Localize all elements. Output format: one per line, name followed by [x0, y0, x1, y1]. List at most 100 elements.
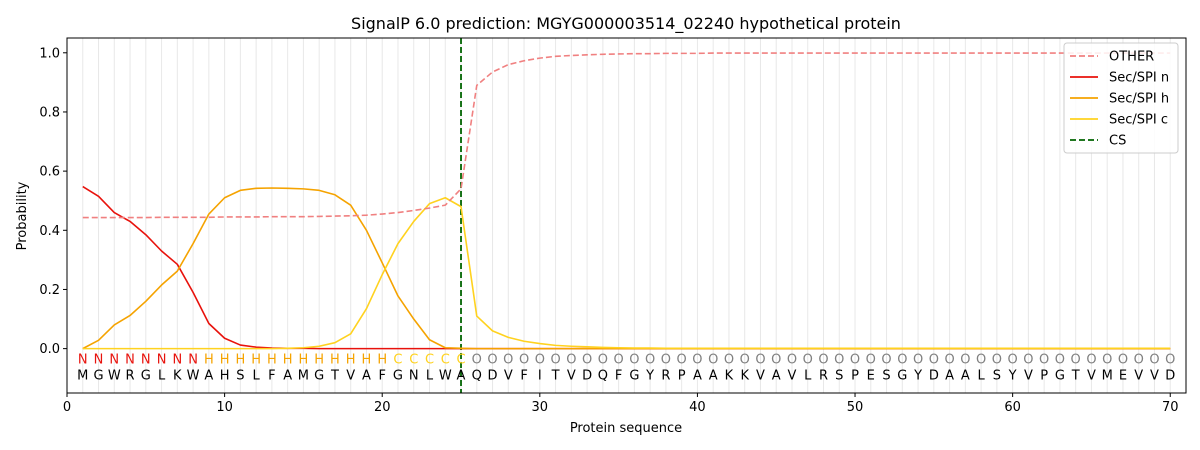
residue-letter-19: A: [362, 369, 371, 384]
residue-letter-3: W: [108, 369, 121, 384]
annotation-letter-50: O: [850, 352, 860, 367]
residue-letter-10: H: [220, 369, 230, 384]
residue-letter-68: V: [1134, 369, 1143, 384]
annotation-letter-34: O: [598, 352, 608, 367]
residue-letter-11: S: [236, 369, 244, 384]
residue-letter-65: V: [1087, 369, 1096, 384]
annotation-letter-63: O: [1055, 352, 1065, 367]
annotation-letter-59: O: [992, 352, 1002, 367]
annotation-letter-19: H: [362, 352, 372, 367]
residue-letter-55: D: [929, 369, 939, 384]
annotation-letter-42: O: [724, 352, 734, 367]
annotation-letter-67: O: [1118, 352, 1128, 367]
residue-letter-14: A: [283, 369, 292, 384]
residue-letter-63: G: [1055, 369, 1065, 384]
annotation-letter-9: H: [204, 352, 214, 367]
annotation-letter-25: C: [456, 352, 465, 367]
series-lines: [82, 52, 1171, 350]
residue-letter-60: Y: [1008, 369, 1017, 384]
residue-letter-8: W: [187, 369, 200, 384]
residue-letter-38: R: [661, 369, 670, 384]
annotation-letter-55: O: [929, 352, 939, 367]
annotation-letter-56: O: [944, 352, 954, 367]
residue-letter-37: Y: [645, 369, 654, 384]
residue-letter-21: G: [393, 369, 403, 384]
annotation-letter-5: N: [141, 352, 151, 367]
annotation-letter-68: O: [1134, 352, 1144, 367]
residue-letter-43: K: [740, 369, 749, 384]
legend: OTHER Sec/SPI n Sec/SPI h Sec/SPI c CS: [1063, 42, 1179, 154]
annotation-letter-18: H: [346, 352, 356, 367]
annotation-letter-11: H: [235, 352, 245, 367]
residue-letter-22: N: [409, 369, 419, 384]
annotation-letter-53: O: [897, 352, 907, 367]
legend-label-4: CS: [1109, 134, 1126, 149]
residue-letter-45: A: [772, 369, 781, 384]
annotation-letter-70: O: [1165, 352, 1175, 367]
residue-letter-29: F: [520, 369, 527, 384]
annotation-letter-24: C: [441, 352, 450, 367]
legend-label-1: Sec/SPI n: [1109, 71, 1169, 86]
series-line-sec-spi-n: [82, 185, 1171, 350]
sequence-letters: NMNGNWNRNGNLNKNWHAHHHSHLHFHAHMHGHTHVHAHF…: [77, 352, 1175, 383]
residue-letter-26: Q: [472, 369, 482, 384]
residue-letter-33: D: [582, 369, 592, 384]
annotation-letter-17: H: [330, 352, 340, 367]
residue-letter-69: V: [1150, 369, 1159, 384]
residue-letter-12: L: [253, 369, 261, 384]
residue-letter-42: K: [725, 369, 734, 384]
annotation-letter-66: O: [1102, 352, 1112, 367]
residue-letter-7: K: [173, 369, 182, 384]
annotation-letter-69: O: [1149, 352, 1159, 367]
residue-letter-28: V: [504, 369, 513, 384]
annotation-letter-20: H: [377, 352, 387, 367]
y-axis-label: Probability: [15, 181, 30, 250]
annotation-letter-12: H: [251, 352, 261, 367]
annotation-letter-40: O: [692, 352, 702, 367]
residue-letter-35: F: [615, 369, 622, 384]
residue-letter-31: T: [551, 369, 560, 384]
annotation-letter-30: O: [535, 352, 545, 367]
annotation-letter-3: N: [109, 352, 119, 367]
annotation-letter-32: O: [566, 352, 576, 367]
annotation-letter-46: O: [787, 352, 797, 367]
annotation-letter-31: O: [550, 352, 560, 367]
annotation-letter-33: O: [582, 352, 592, 367]
annotation-letter-41: O: [708, 352, 718, 367]
annotation-letter-29: O: [519, 352, 529, 367]
residue-letter-15: M: [298, 369, 309, 384]
chart-title: SignalP 6.0 prediction: MGYG000003514_02…: [351, 14, 901, 34]
annotation-letter-10: H: [220, 352, 230, 367]
y-tick-label-4: 0.8: [39, 105, 60, 120]
annotation-letter-8: N: [188, 352, 198, 367]
annotation-letter-26: O: [472, 352, 482, 367]
y-tick-label-1: 0.2: [39, 283, 60, 298]
x-axis-label: Protein sequence: [570, 421, 682, 436]
residue-letter-17: T: [330, 369, 339, 384]
residue-letter-44: V: [756, 369, 765, 384]
residue-letter-56: A: [945, 369, 954, 384]
annotation-letter-45: O: [771, 352, 781, 367]
residue-letter-61: V: [1024, 369, 1033, 384]
x-tick-label-3: 30: [532, 400, 549, 415]
y-tick-label-2: 0.4: [39, 224, 60, 239]
residue-letter-6: L: [158, 369, 166, 384]
residue-letter-16: G: [314, 369, 324, 384]
y-tick-label-5: 1.0: [39, 46, 60, 61]
annotation-letter-65: O: [1086, 352, 1096, 367]
residue-letter-39: P: [678, 369, 686, 384]
legend-label-2: Sec/SPI h: [1109, 92, 1169, 107]
annotation-letter-7: N: [172, 352, 182, 367]
annotation-letter-48: O: [818, 352, 828, 367]
annotation-letter-6: N: [157, 352, 167, 367]
x-tick-label-1: 10: [216, 400, 233, 415]
annotation-letter-39: O: [677, 352, 687, 367]
annotation-letter-28: O: [503, 352, 513, 367]
residue-letter-62: P: [1040, 369, 1048, 384]
y-tick-label-3: 0.6: [39, 165, 60, 180]
residue-letter-4: R: [126, 369, 135, 384]
annotation-letter-38: O: [661, 352, 671, 367]
residue-letter-2: G: [93, 369, 103, 384]
annotation-letter-60: O: [1008, 352, 1018, 367]
residue-letter-24: W: [439, 369, 452, 384]
